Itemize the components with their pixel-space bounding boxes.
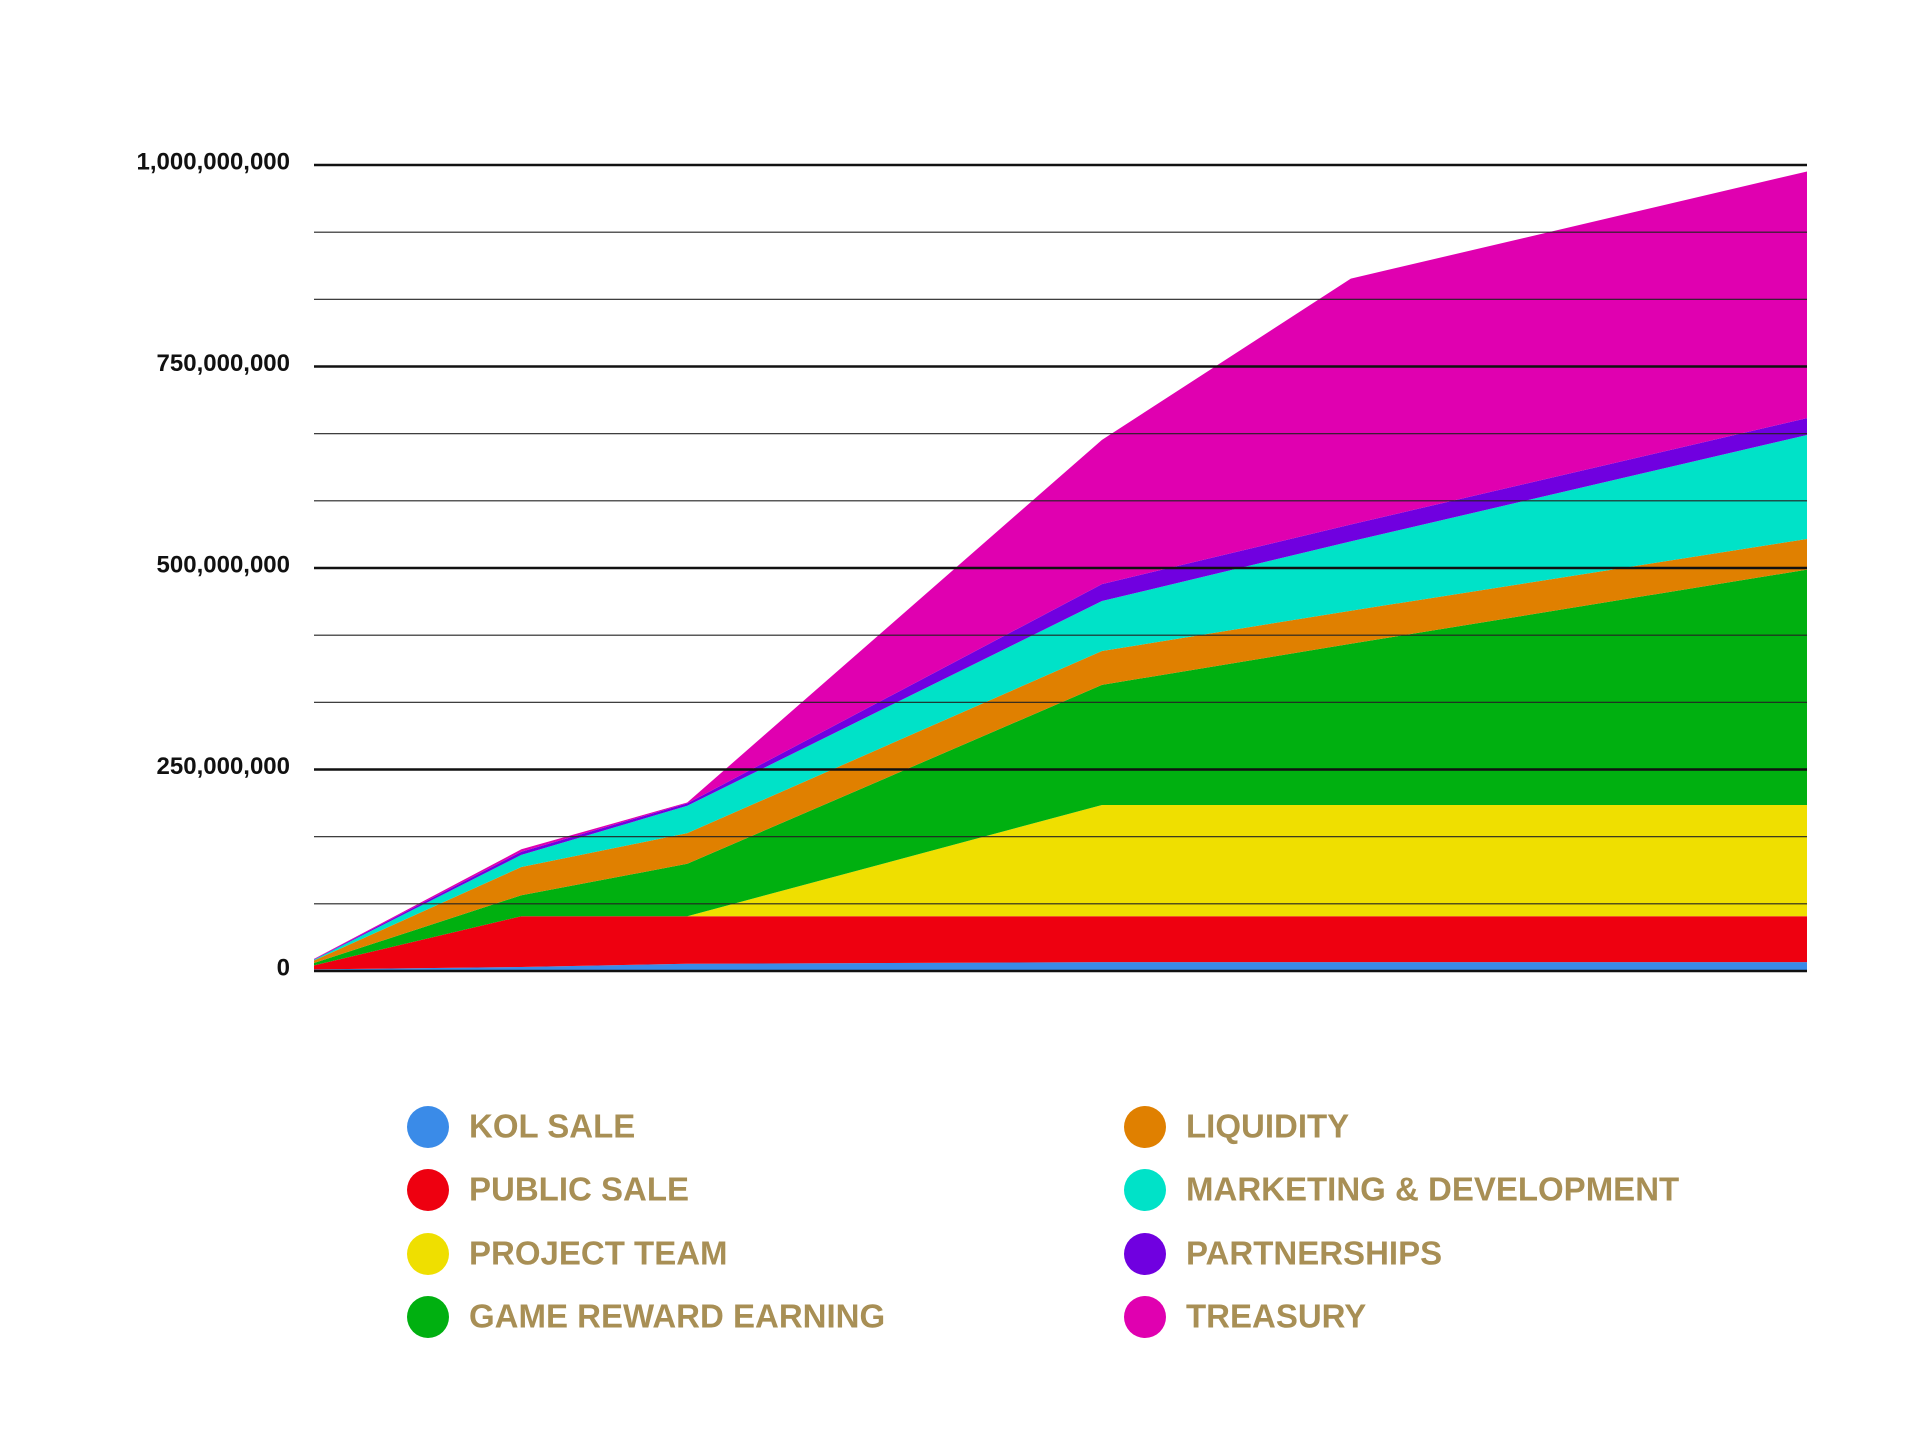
legend-marker [407,1233,449,1275]
legend-marker [407,1296,449,1338]
legend-marker [1124,1233,1166,1275]
y-tick-label: 1,000,000,000 [137,148,290,175]
legend-marker [407,1169,449,1211]
area [314,962,1807,971]
area [314,435,1807,961]
area [314,569,1807,966]
legend-label: PUBLIC SALE [469,1171,689,1208]
legend-marker [407,1106,449,1148]
legend-label: PROJECT TEAM [469,1235,728,1272]
legend-label: LIQUIDITY [1186,1108,1349,1145]
legend-label: PARTNERSHIPS [1186,1235,1442,1272]
y-tick-label: 750,000,000 [157,350,290,377]
legend-marker [1124,1296,1166,1338]
legend-label: KOL SALE [469,1108,635,1145]
area [314,171,1807,960]
y-tick-label: 250,000,000 [157,753,290,780]
y-tick-label: 0 [277,954,290,981]
area [314,804,1807,966]
legend-marker [1124,1106,1166,1148]
area [314,916,1807,970]
legend-label: MARKETING & DEVELOPMENT [1186,1171,1679,1208]
legend-marker [1124,1169,1166,1211]
y-tick-label: 500,000,000 [157,551,290,578]
legend-label: GAME REWARD EARNING [469,1298,885,1335]
legend-label: TREASURY [1186,1298,1366,1335]
area [314,538,1807,963]
